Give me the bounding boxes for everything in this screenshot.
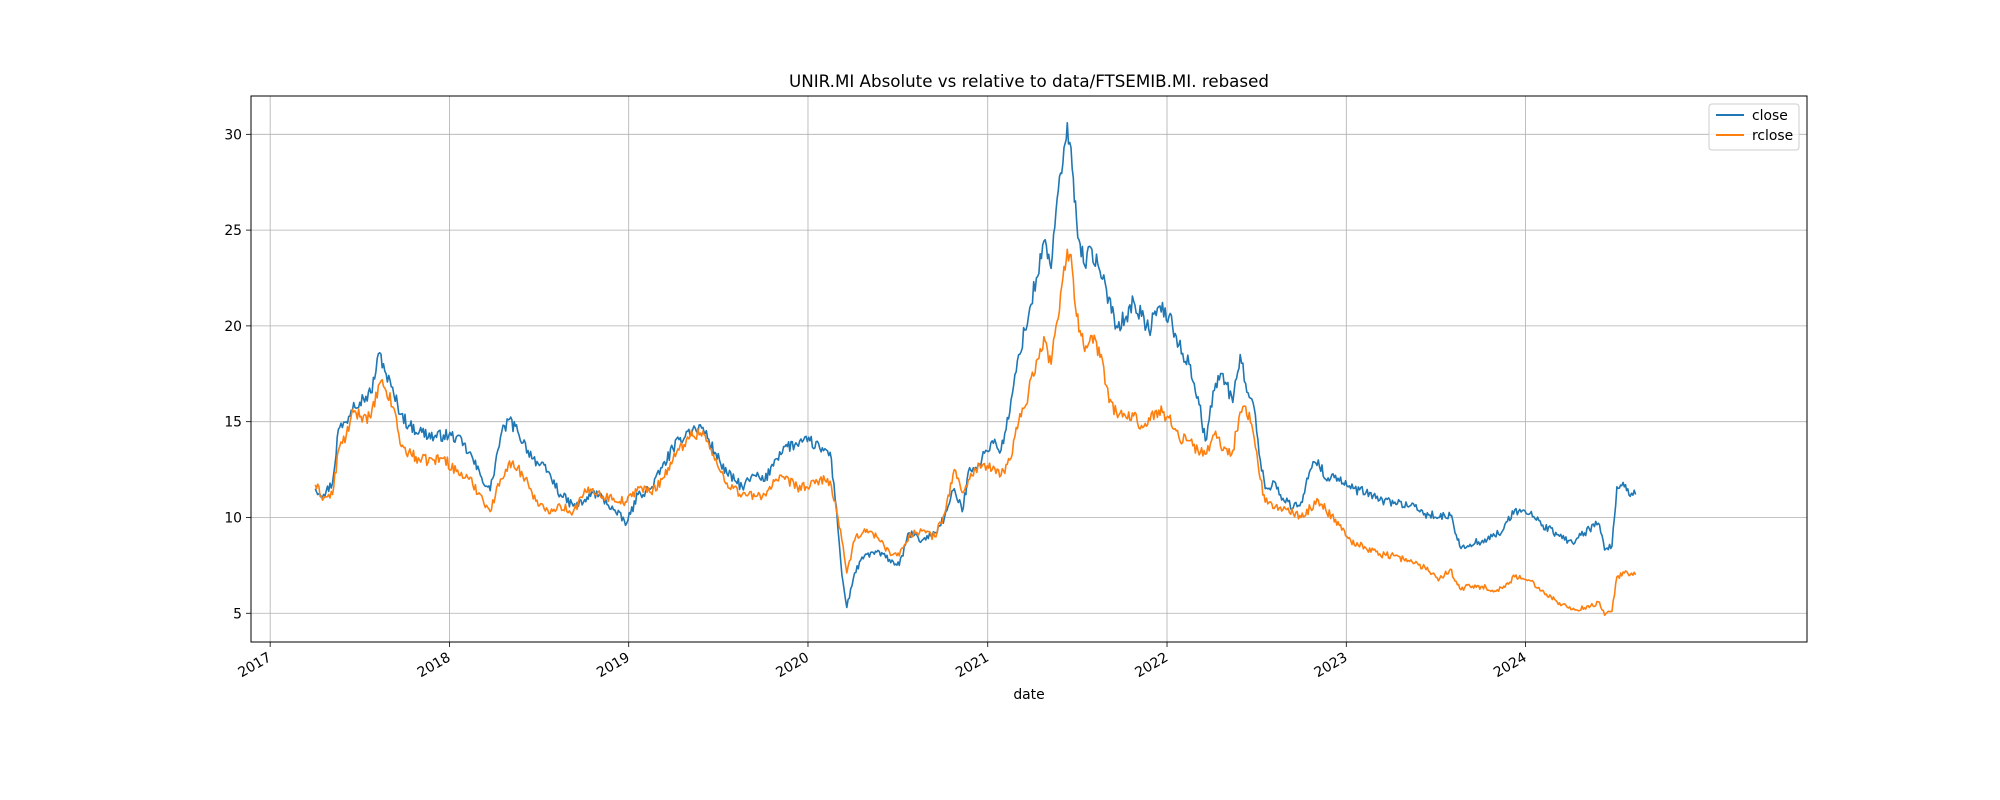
y-tick-label: 10 — [224, 510, 242, 526]
legend-label-rclose: rclose — [1752, 128, 1793, 144]
y-tick-label: 5 — [233, 606, 242, 622]
series-line-rclose — [314, 248, 1637, 616]
plot-area — [251, 96, 1807, 642]
chart-title: UNIR.MI Absolute vs relative to data/FTS… — [789, 71, 1269, 91]
x-axis-label: date — [1013, 687, 1044, 703]
grid — [251, 96, 1807, 642]
y-tick-label: 20 — [224, 319, 242, 335]
y-tick-label: 25 — [224, 223, 242, 239]
y-axis: 5 10 15 20 25 30 — [224, 127, 251, 622]
y-tick-label: 15 — [224, 415, 242, 431]
y-tick-label: 30 — [224, 127, 242, 143]
legend: close rclose — [1708, 103, 1800, 151]
legend-label-close: close — [1752, 108, 1788, 124]
series-layer — [314, 122, 1637, 616]
plot-frame — [250, 95, 1808, 643]
